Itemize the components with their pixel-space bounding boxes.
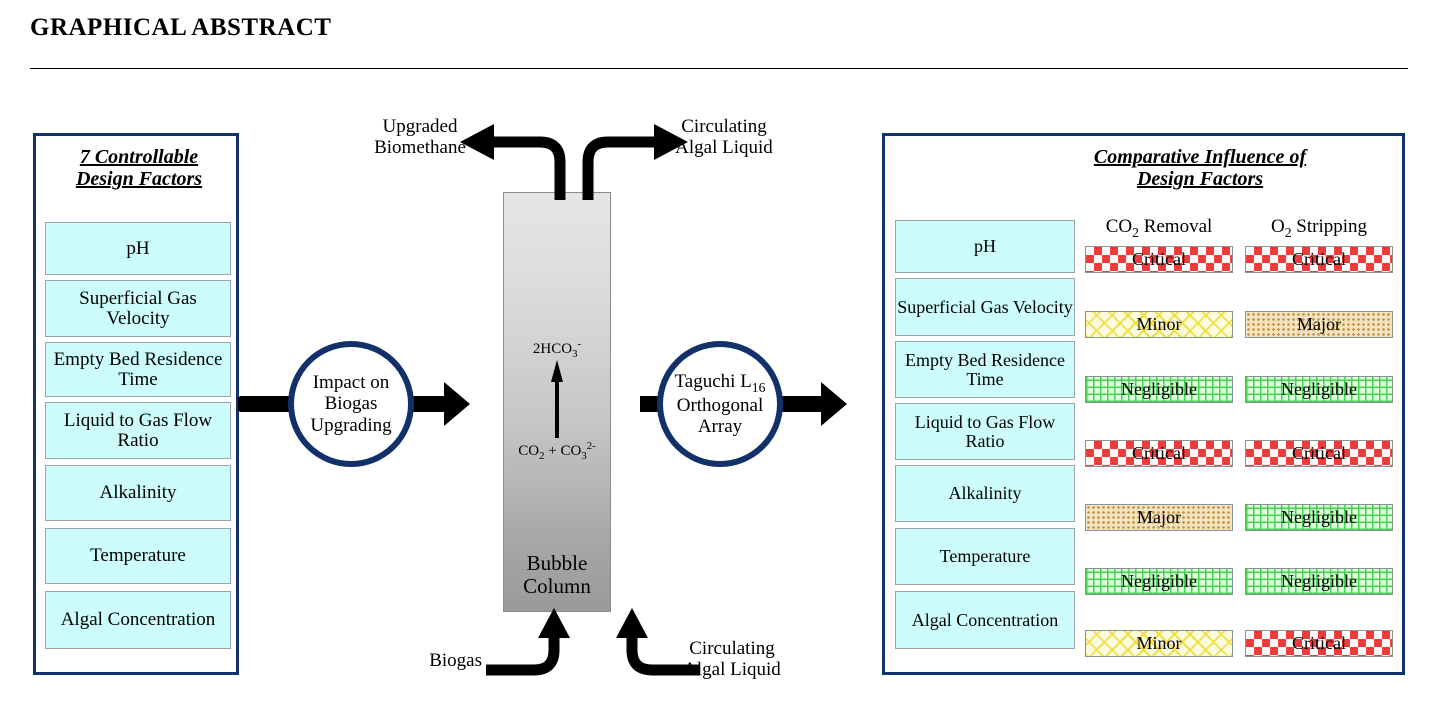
factor-chip-gas-velocity: Superficial Gas Velocity [45,280,231,337]
badge-temperature-co2: Negligible [1085,568,1233,595]
badge-flow-ratio-co2: Critical [1085,440,1233,467]
result-factor-gas-velocity: Superficial Gas Velocity [895,278,1075,336]
badge-ph-o2: Critical [1245,246,1393,273]
bubble-column-label-line1: Bubble [526,551,588,575]
result-factor-ph: pH [895,220,1075,273]
badge-residence-time-co2: Negligible [1085,376,1233,403]
badge-flow-ratio-o2: Critical [1245,440,1393,467]
connector-bar-left [238,396,292,412]
label-circulating-algal-liquid-top: Circulating Algal Liquid [675,116,773,159]
right-panel-header-line1: Comparative Influence of [1093,146,1307,168]
column-header-o2-stripping: O2 Stripping [1270,216,1368,240]
badge-gas-velocity-co2: Minor [1085,311,1233,338]
circle-taguchi-orthogonal-array: Taguchi L16 Orthogonal Array [657,341,783,467]
arrowhead-to-column [444,382,470,426]
right-panel-header: Comparative Influence of Design Factors [1005,146,1395,191]
badge-alkalinity-o2: Negligible [1245,504,1393,531]
factor-chip-residence-time: Empty Bed Residence Time [45,342,231,397]
arrowhead-to-right-panel [821,382,847,426]
reaction-product-label: 2HCO3- [532,338,582,360]
result-factor-temperature: Temperature [895,528,1075,585]
badge-temperature-o2: Negligible [1245,568,1393,595]
bubble-column-label: Bubble Column [503,552,611,597]
result-factor-flow-ratio: Liquid to Gas Flow Ratio [895,403,1075,460]
factor-chip-algal-concentration: Algal Concentration [45,591,231,649]
factor-chip-ph: pH [45,222,231,275]
circle-taguchi-label: Taguchi L16 Orthogonal Array [674,370,766,438]
badge-algal-concentration-co2: Minor [1085,630,1233,657]
label-circulating-algal-liquid-bottom: Circulating Algal Liquid [683,638,781,681]
reaction-direction-arrow [551,360,563,438]
pipe-algal-liquid-inlet [616,608,700,676]
connector-bar-from-column [640,396,662,412]
badge-residence-time-o2: Negligible [1245,376,1393,403]
label-biogas: Biogas [429,650,482,671]
left-panel-header-line2: Design Factors [75,168,203,191]
result-factor-residence-time: Empty Bed Residence Time [895,341,1075,398]
title-divider [30,68,1408,69]
pipe-biomethane-outlet [460,124,566,200]
left-panel-header: 7 Controllable Design Factors [44,146,234,191]
result-factor-alkalinity: Alkalinity [895,465,1075,522]
pipe-algal-liquid-outlet [582,124,688,200]
pipe-biogas-inlet [486,608,570,676]
badge-algal-concentration-o2: Critical [1245,630,1393,657]
reaction-reactants-label: CO2 + CO32- [518,440,596,462]
connector-bar-right [779,396,825,412]
left-panel-header-line1: 7 Controllable [79,146,199,168]
right-panel-header-line2: Design Factors [1136,168,1264,191]
circle-impact-label: Impact on Biogas Upgrading [310,372,392,436]
result-factor-algal-concentration: Algal Concentration [895,591,1075,649]
right-panel-comparative-influence: Comparative Influence of Design Factors … [882,133,1405,675]
label-upgraded-biomethane: Upgraded Biomethane [374,116,466,159]
factor-chip-flow-ratio: Liquid to Gas Flow Ratio [45,402,231,459]
connector-bar-to-column [410,396,448,412]
badge-ph-co2: Critical [1085,246,1233,273]
bubble-column-label-line2: Column [523,573,591,598]
column-header-co2-removal: CO2 Removal [1105,216,1213,240]
badge-gas-velocity-o2: Major [1245,311,1393,338]
badge-alkalinity-co2: Major [1085,504,1233,531]
factor-chip-alkalinity: Alkalinity [45,465,231,521]
factor-chip-temperature: Temperature [45,528,231,584]
page-title: GRAPHICAL ABSTRACT [30,14,332,41]
circle-impact-on-biogas-upgrading: Impact on Biogas Upgrading [288,341,414,467]
left-panel-design-factors: 7 Controllable Design Factors pH Superfi… [33,133,239,675]
